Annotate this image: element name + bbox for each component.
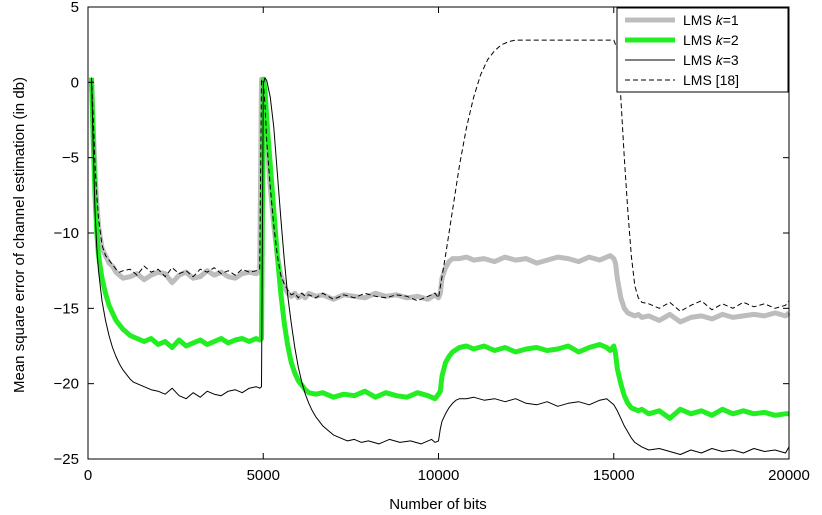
y-axis-label: Mean square error of channel estimation … [11,77,28,393]
legend-label-suffix: =2 [723,32,739,48]
series-line-2 [89,76,789,421]
x-tick-label: 5000 [247,467,280,484]
x-tick-label: 0 [84,467,92,484]
legend-label-prefix: LMS [683,32,716,48]
series-line-4 [91,39,790,312]
series-line-3 [91,77,790,455]
y-tick-label: −25 [54,451,79,468]
y-tick-label: −20 [54,376,79,393]
y-tick-label: 5 [71,0,79,16]
x-tick-label: 15000 [593,467,635,484]
legend-label-1: LMS k=1 [683,12,739,28]
axes-layer: 0 5000 10000 15000 20000 −25 −20 −15 −10 −5 0 5 [54,0,810,484]
y-tick-label: −5 [62,150,79,167]
legend-label-prefix: LMS [683,12,716,28]
y-tick-label: 0 [71,74,79,91]
legend-label-4: LMS [18] [683,72,739,88]
x-tick-label: 20000 [768,467,810,484]
legend-label-italic: k [716,52,724,68]
y-tick-label: −15 [54,300,79,317]
legend-label-italic: k [716,12,724,28]
legend-label-italic: k [716,32,724,48]
y-tick-label: −10 [54,225,79,242]
legend-label-prefix: LMS [683,52,716,68]
x-axis-label: Number of bits [389,496,487,513]
series-line-1 [89,76,791,325]
legend-label-suffix: =1 [723,12,739,28]
legend-label-prefix: LMS [18] [683,72,739,88]
x-tick-label: 10000 [418,467,460,484]
legend-label-3: LMS k=3 [683,52,739,68]
legend-label-suffix: =3 [723,52,739,68]
legend-label-2: LMS k=2 [683,32,739,48]
series-layer [89,39,791,455]
